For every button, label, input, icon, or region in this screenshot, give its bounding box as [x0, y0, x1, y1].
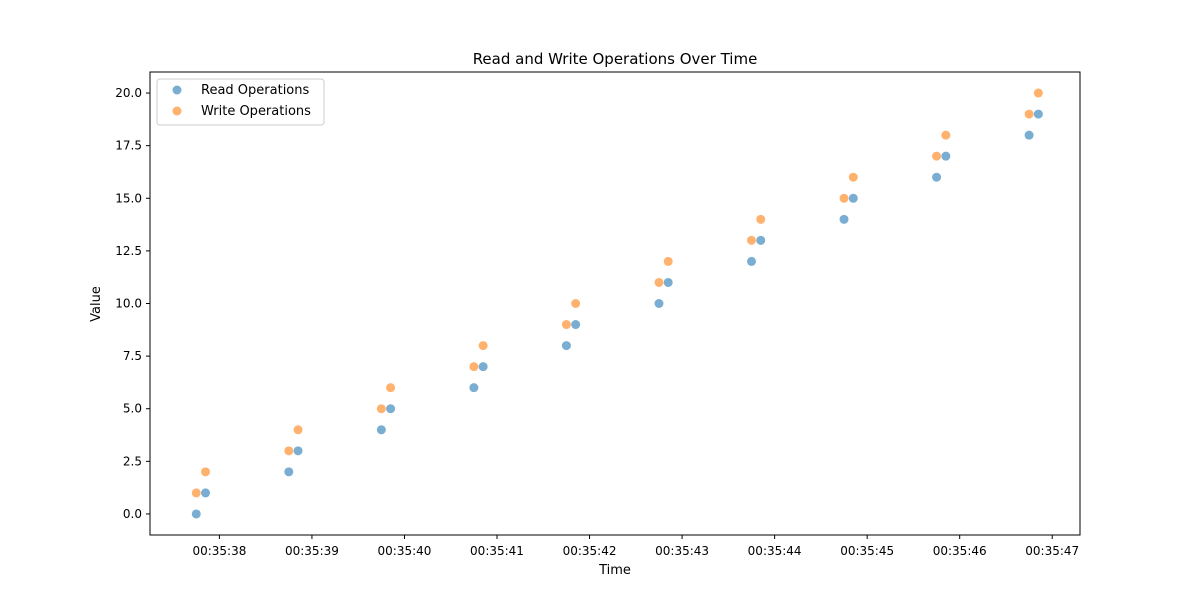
read-operations-point [201, 488, 211, 498]
write-operations-point [293, 425, 303, 435]
read-operations-point [941, 151, 951, 161]
y-tick-label: 10.0 [115, 297, 142, 311]
write-operations-point [654, 277, 664, 287]
legend-label-write-operations: Write Operations [201, 104, 311, 119]
write-operations-point [1033, 88, 1043, 98]
read-operations-point [386, 404, 396, 414]
x-tick-label: 00:35:47 [1025, 544, 1079, 558]
x-tick-label: 00:35:40 [378, 544, 432, 558]
read-operations-point [1033, 109, 1043, 119]
x-tick-label: 00:35:41 [470, 544, 524, 558]
legend-marker-write-operations [172, 106, 182, 116]
read-operations-point [839, 214, 849, 224]
read-operations-point [663, 277, 673, 287]
y-tick-label: 2.5 [123, 454, 142, 468]
plot-frame [149, 71, 1081, 536]
read-operations-point [932, 172, 942, 182]
x-tick-label: 00:35:38 [192, 544, 246, 558]
y-tick-label: 20.0 [115, 86, 142, 100]
read-operations-point [756, 235, 766, 245]
write-operations-point [376, 404, 386, 414]
x-tick-label: 00:35:39 [285, 544, 339, 558]
x-axis-label: Time [598, 563, 631, 578]
write-operations-point [201, 467, 211, 477]
write-operations-point [284, 446, 294, 456]
y-tick-label: 12.5 [115, 244, 142, 258]
write-operations-point [571, 299, 581, 308]
legend-marker-read-operations [172, 85, 182, 95]
write-operations-point [839, 193, 849, 203]
x-tick-label: 00:35:45 [840, 544, 894, 558]
y-tick-label: 7.5 [123, 349, 142, 363]
write-operations-point [746, 235, 756, 245]
read-operations-point [848, 193, 858, 203]
read-operations-point [746, 256, 756, 266]
write-operations-point [561, 320, 571, 330]
write-operations-point [941, 130, 951, 140]
y-tick-label: 0.0 [123, 507, 142, 521]
read-operations-point [1024, 130, 1034, 140]
x-tick-label: 00:35:43 [655, 544, 709, 558]
x-tick-label: 00:35:44 [748, 544, 802, 558]
x-tick-label: 00:35:46 [933, 544, 987, 558]
read-operations-point [478, 362, 488, 372]
read-operations-point [561, 341, 571, 351]
legend-label-read-operations: Read Operations [201, 83, 309, 98]
write-operations-point [932, 151, 942, 161]
y-tick-label: 17.5 [115, 139, 142, 153]
write-operations-point [191, 488, 201, 498]
read-operations-point [284, 467, 294, 477]
y-tick-label: 15.0 [115, 191, 142, 205]
write-operations-point [469, 362, 479, 372]
write-operations-point [386, 383, 396, 393]
x-tick-label: 00:35:42 [563, 544, 617, 558]
write-operations-point [478, 341, 488, 351]
write-operations-point [848, 172, 858, 182]
read-operations-point [293, 446, 303, 456]
legend: Read Operations Write Operations [156, 78, 325, 126]
read-operations-point [654, 299, 664, 308]
ticks-layer: 00:35:38 00:35:39 00:35:40 00:35:41 00:35:42… [115, 86, 1079, 558]
points-layer [191, 88, 1043, 519]
legend-box [156, 78, 325, 126]
y-tick-label: 5.0 [123, 402, 142, 416]
write-operations-point [756, 214, 766, 224]
write-operations-point [663, 256, 673, 266]
read-operations-point [571, 320, 581, 330]
chart-title: Read and Write Operations Over Time [473, 50, 758, 68]
read-operations-point [469, 383, 479, 393]
read-operations-point [376, 425, 386, 435]
read-operations-point [191, 509, 201, 519]
write-operations-point [1024, 109, 1034, 119]
y-axis-label: Value [89, 286, 104, 322]
